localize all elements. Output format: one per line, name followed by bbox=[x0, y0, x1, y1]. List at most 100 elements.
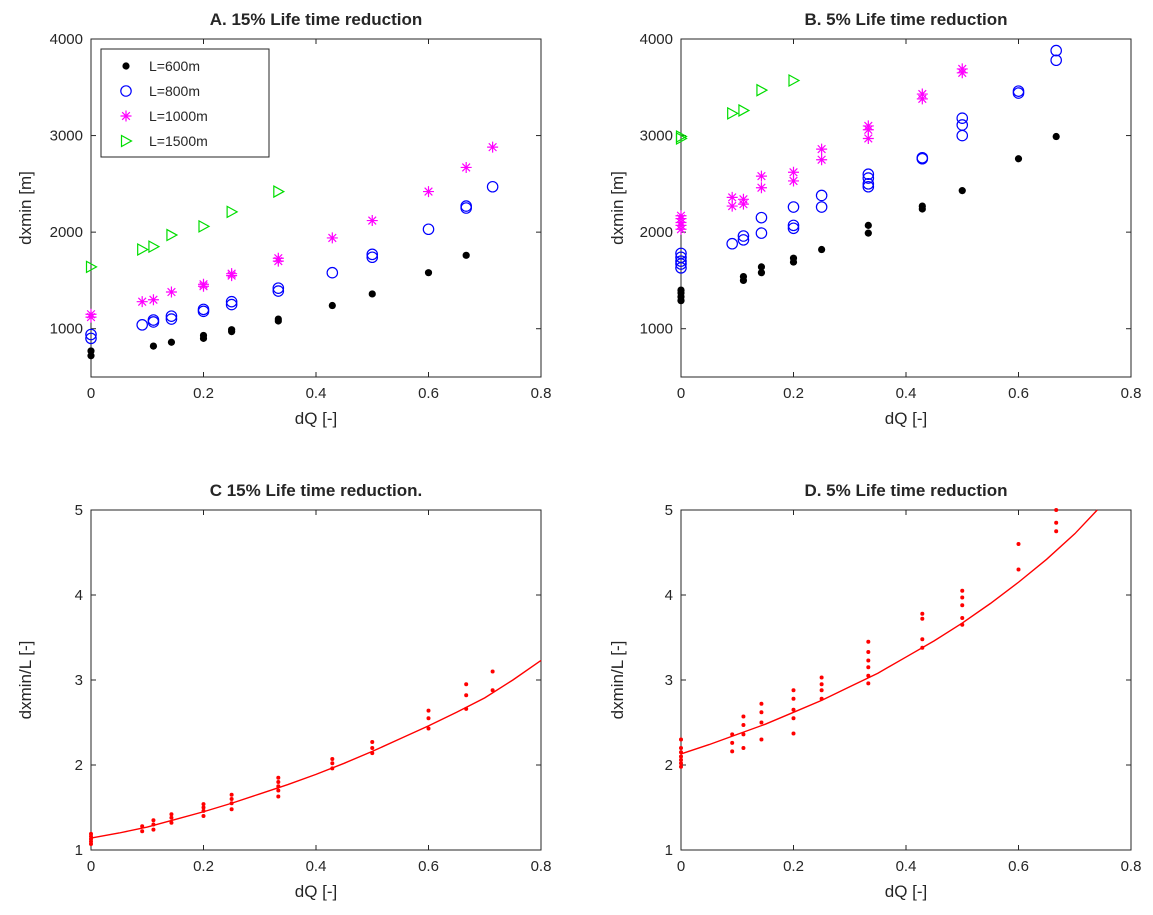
series-l-1500m bbox=[675, 74, 801, 145]
data-point bbox=[960, 603, 965, 608]
x-tick-label: 0.6 bbox=[418, 858, 439, 875]
data-point bbox=[726, 200, 738, 212]
series-0 bbox=[679, 508, 1059, 769]
series-l-600m bbox=[677, 132, 1060, 305]
data-point bbox=[759, 710, 764, 715]
x-tick-label: 0 bbox=[87, 858, 95, 875]
data-point bbox=[1054, 520, 1059, 525]
data-point bbox=[272, 252, 284, 264]
series-l-800m bbox=[675, 44, 1062, 274]
y-tick-label: 3 bbox=[665, 672, 673, 689]
data-point bbox=[788, 74, 801, 88]
data-point bbox=[791, 696, 796, 701]
x-tick-label: 0.8 bbox=[1121, 858, 1142, 875]
chart-panel-0: 0 0.2 0.4 0.6 0.8 1000 2000 3000 4000 A. 15% Life… bbox=[16, 10, 551, 428]
data-point bbox=[1054, 529, 1059, 534]
data-point bbox=[791, 731, 796, 736]
data-point bbox=[169, 820, 174, 825]
data-point bbox=[675, 255, 687, 267]
data-point bbox=[368, 290, 376, 298]
data-point bbox=[366, 215, 378, 227]
chart-title: B. 5% Life time reduction bbox=[804, 10, 1007, 29]
data-point bbox=[1054, 508, 1059, 512]
x-tick-label: 0.4 bbox=[306, 385, 327, 402]
data-point bbox=[151, 827, 156, 832]
data-point bbox=[422, 223, 435, 236]
data-point bbox=[1052, 132, 1060, 141]
legend-entry: L=1500m bbox=[149, 133, 208, 149]
data-point bbox=[370, 740, 375, 745]
data-point bbox=[815, 201, 828, 213]
data-point bbox=[737, 193, 749, 205]
data-point bbox=[1050, 44, 1062, 57]
y-axis-label: dxmin [m] bbox=[608, 171, 627, 245]
chart-title: C 15% Life time reduction. bbox=[210, 481, 423, 500]
data-point bbox=[226, 268, 238, 280]
data-point bbox=[140, 829, 145, 834]
chart-panel-1: 0 0.2 0.4 0.6 0.8 1000 2000 3000 4000 B. 5% Life … bbox=[608, 10, 1141, 428]
data-point bbox=[1014, 155, 1023, 163]
data-point bbox=[274, 315, 282, 323]
x-tick-label: 0.2 bbox=[783, 385, 804, 402]
y-axis-label: dxmin [m] bbox=[16, 171, 35, 245]
data-point bbox=[487, 141, 499, 153]
data-point bbox=[726, 191, 738, 203]
data-point bbox=[464, 682, 469, 687]
chart-panel-2: 0 0.2 0.4 0.6 0.8 1 2 3 4 5 C 15% Life time reduct… bbox=[16, 481, 551, 901]
data-point bbox=[85, 332, 97, 345]
data-point bbox=[757, 269, 766, 277]
data-point bbox=[755, 170, 767, 182]
x-axis-label: dQ [-] bbox=[295, 409, 338, 428]
data-point bbox=[741, 732, 746, 737]
data-point bbox=[675, 130, 688, 144]
data-point bbox=[679, 761, 683, 766]
fit-curve bbox=[90, 659, 542, 839]
data-point bbox=[920, 611, 925, 616]
data-point bbox=[330, 761, 335, 766]
y-tick-label: 3000 bbox=[640, 128, 673, 145]
data-point bbox=[862, 168, 875, 180]
data-point bbox=[276, 794, 281, 799]
data-point bbox=[147, 314, 160, 326]
data-point bbox=[818, 245, 826, 254]
data-point bbox=[920, 616, 925, 621]
data-point bbox=[739, 272, 748, 281]
chart-title: A. 15% Life time reduction bbox=[210, 10, 423, 29]
x-tick-label: 0.6 bbox=[1008, 858, 1029, 875]
legend: L=600m L=800m L=1000m L=1500m bbox=[100, 48, 270, 158]
legend-entry: L=600m bbox=[149, 58, 200, 74]
data-point bbox=[464, 693, 469, 698]
data-point bbox=[788, 175, 799, 187]
data-point bbox=[787, 219, 800, 232]
chart-panel-3: 0 0.2 0.4 0.6 0.8 1 2 3 4 5 D. 5% Life time reduct… bbox=[608, 481, 1141, 901]
data-point bbox=[866, 681, 871, 686]
data-point bbox=[490, 669, 495, 674]
data-point bbox=[120, 134, 133, 148]
data-point bbox=[273, 185, 286, 199]
data-point bbox=[85, 328, 97, 341]
data-point bbox=[370, 746, 375, 750]
data-point bbox=[737, 234, 750, 246]
y-tick-label: 2000 bbox=[640, 224, 673, 241]
data-point bbox=[791, 707, 796, 712]
data-point bbox=[759, 737, 764, 742]
data-point bbox=[862, 178, 875, 190]
data-point bbox=[151, 818, 156, 823]
data-point bbox=[460, 161, 472, 173]
data-point bbox=[272, 282, 285, 294]
data-point bbox=[1050, 54, 1062, 67]
y-tick-label: 3000 bbox=[50, 128, 83, 145]
data-point bbox=[679, 746, 683, 750]
data-point bbox=[862, 172, 875, 184]
data-point bbox=[866, 658, 871, 663]
data-point bbox=[738, 103, 751, 117]
data-point bbox=[866, 639, 871, 644]
data-point bbox=[328, 301, 336, 310]
y-tick-label: 5 bbox=[665, 502, 673, 519]
data-point bbox=[462, 251, 470, 259]
x-tick-label: 0.6 bbox=[418, 385, 439, 402]
y-tick-label: 2 bbox=[665, 757, 673, 774]
data-point bbox=[819, 675, 824, 680]
y-tick-label: 1 bbox=[75, 842, 83, 859]
data-point bbox=[169, 815, 174, 820]
